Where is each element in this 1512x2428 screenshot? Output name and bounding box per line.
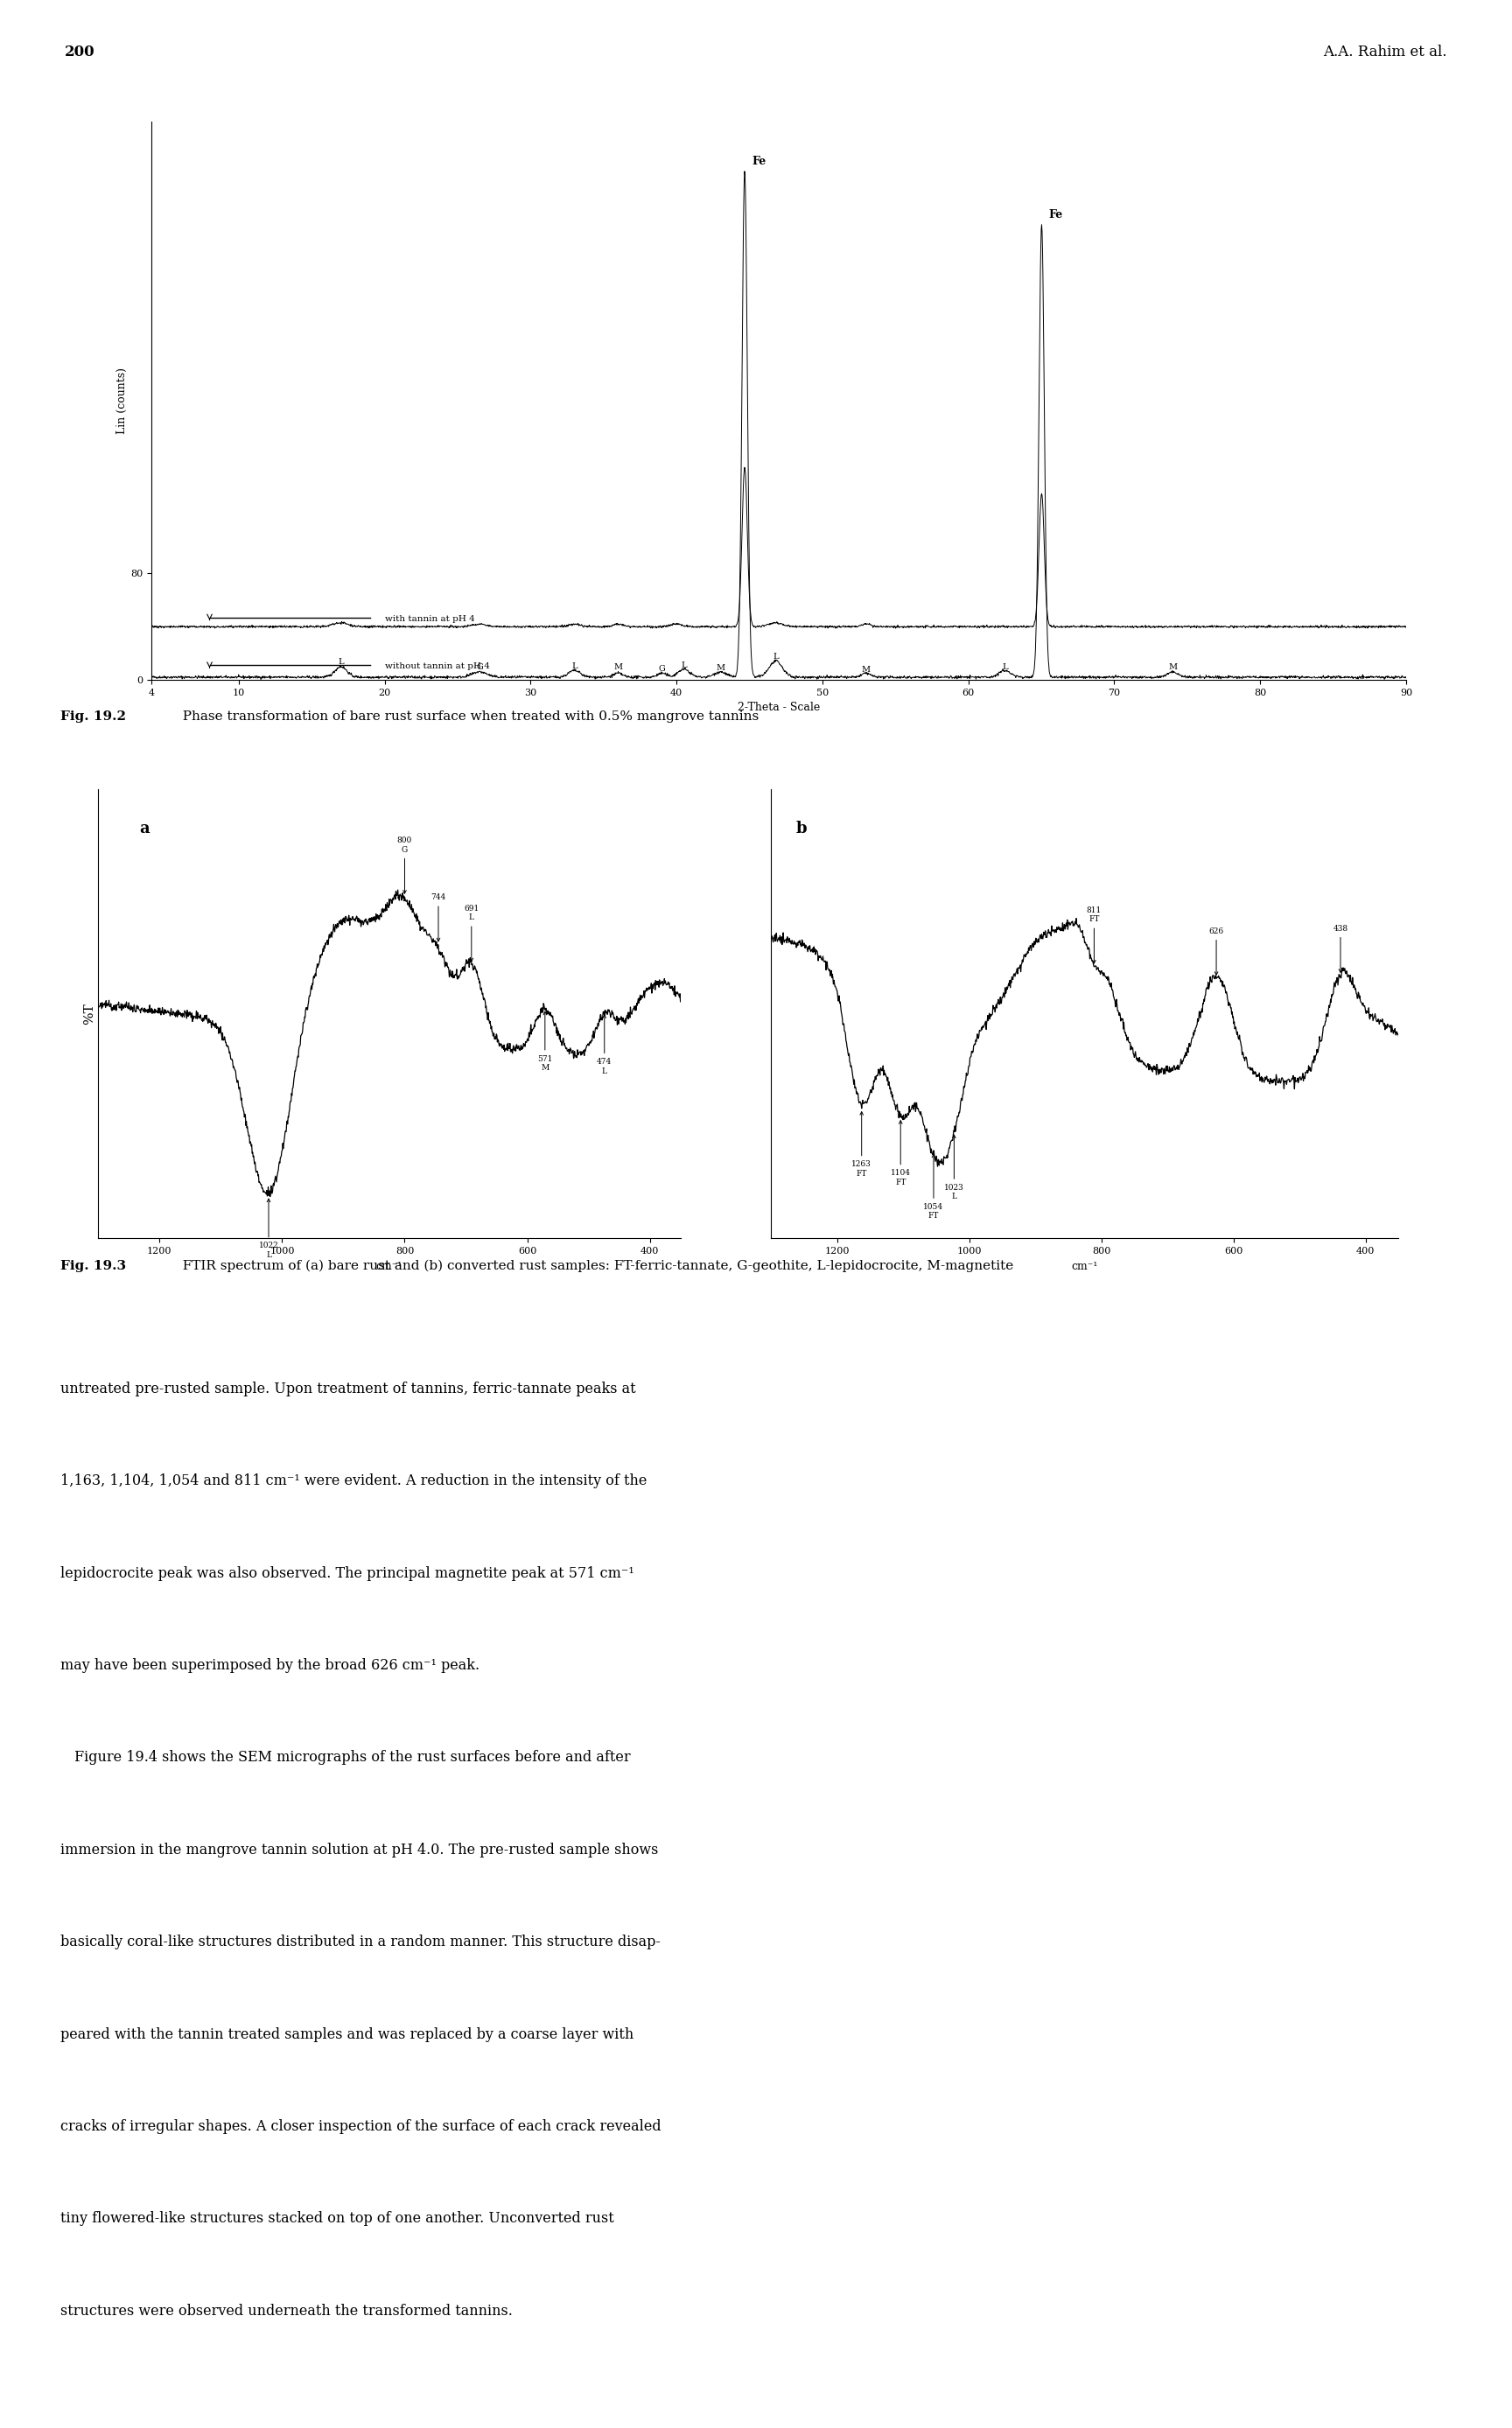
Text: 200: 200: [65, 44, 95, 61]
Text: a: a: [139, 821, 150, 835]
Text: M: M: [862, 665, 871, 673]
Text: with tannin at pH 4: with tannin at pH 4: [384, 614, 475, 622]
Text: lepidocrocite peak was also observed. The principal magnetite peak at 571 cm⁻¹: lepidocrocite peak was also observed. Th…: [60, 1566, 634, 1581]
Text: basically coral-like structures distributed in a random manner. This structure d: basically coral-like structures distribu…: [60, 1935, 661, 1950]
Text: L: L: [680, 660, 686, 670]
Text: M: M: [715, 663, 724, 673]
Text: 1104
FT: 1104 FT: [891, 1122, 910, 1187]
Text: M: M: [614, 663, 623, 673]
Text: peared with the tannin treated samples and was replaced by a coarse layer with: peared with the tannin treated samples a…: [60, 2027, 634, 2042]
Text: b: b: [797, 821, 807, 835]
Y-axis label: Lin (counts): Lin (counts): [116, 367, 129, 435]
Text: Fe: Fe: [751, 155, 767, 168]
Text: L: L: [572, 663, 578, 670]
Text: untreated pre-rusted sample. Upon treatment of tannins, ferric-tannate peaks at: untreated pre-rusted sample. Upon treatm…: [60, 1382, 637, 1396]
Text: without tannin at pH 4: without tannin at pH 4: [384, 663, 490, 670]
Text: Fig. 19.2: Fig. 19.2: [60, 709, 125, 724]
Text: 1054
FT: 1054 FT: [924, 1153, 943, 1219]
Text: Figure 19.4 shows the SEM micrographs of the rust surfaces before and after: Figure 19.4 shows the SEM micrographs of…: [60, 1751, 631, 1765]
Text: may have been superimposed by the broad 626 cm⁻¹ peak.: may have been superimposed by the broad …: [60, 1658, 479, 1673]
Text: Fe: Fe: [1049, 209, 1063, 221]
Text: M: M: [1169, 663, 1178, 670]
Text: Fig. 19.3: Fig. 19.3: [60, 1260, 125, 1272]
Text: cracks of irregular shapes. A closer inspection of the surface of each crack rev: cracks of irregular shapes. A closer ins…: [60, 2120, 661, 2134]
Text: 571
M: 571 M: [537, 1012, 552, 1071]
Text: 626: 626: [1208, 927, 1223, 976]
Text: FTIR spectrum of (a) bare rust and (b) converted rust samples: FT-ferric-tannate: FTIR spectrum of (a) bare rust and (b) c…: [174, 1260, 1015, 1272]
Text: 474
L: 474 L: [597, 1015, 612, 1076]
X-axis label: 2-Theta - Scale: 2-Theta - Scale: [738, 702, 820, 714]
Text: 1022
L: 1022 L: [259, 1199, 278, 1260]
Text: immersion in the mangrove tannin solution at pH 4.0. The pre-rusted sample shows: immersion in the mangrove tannin solutio…: [60, 1843, 658, 1857]
Text: Phase transformation of bare rust surface when treated with 0.5% mangrove tannin: Phase transformation of bare rust surfac…: [174, 709, 759, 724]
Text: 1023
L: 1023 L: [943, 1134, 965, 1202]
Text: L: L: [773, 653, 779, 660]
Text: 1,163, 1,104, 1,054 and 811 cm⁻¹ were evident. A reduction in the intensity of t: 1,163, 1,104, 1,054 and 811 cm⁻¹ were ev…: [60, 1474, 647, 1488]
Text: 811
FT: 811 FT: [1087, 906, 1102, 964]
Text: G: G: [476, 663, 482, 670]
Text: structures were observed underneath the transformed tannins.: structures were observed underneath the …: [60, 2304, 513, 2319]
Text: 1263
FT: 1263 FT: [851, 1112, 871, 1178]
Text: L: L: [339, 658, 343, 665]
Text: 744: 744: [431, 894, 446, 942]
Text: L: L: [1002, 663, 1009, 670]
Y-axis label: %T: %T: [83, 1003, 95, 1025]
Text: 800
G: 800 G: [398, 838, 413, 894]
Text: 438: 438: [1334, 925, 1349, 971]
Text: 691
L: 691 L: [464, 906, 479, 961]
X-axis label: cm⁻¹: cm⁻¹: [376, 1260, 402, 1272]
Text: A.A. Rahim et al.: A.A. Rahim et al.: [1323, 44, 1447, 61]
X-axis label: cm⁻¹: cm⁻¹: [1072, 1260, 1098, 1272]
Text: G: G: [659, 665, 665, 673]
Text: tiny flowered-like structures stacked on top of one another. Unconverted rust: tiny flowered-like structures stacked on…: [60, 2212, 614, 2226]
